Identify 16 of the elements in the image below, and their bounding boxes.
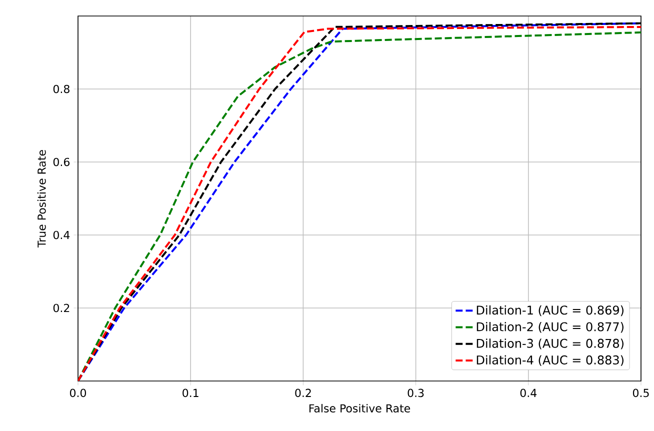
legend-label: Dilation-3 (AUC = 0.878) bbox=[476, 338, 624, 350]
x-tick-label: 0.2 bbox=[295, 388, 311, 398]
x-tick-label: 0.0 bbox=[70, 388, 86, 398]
y-tick-label: 0.6 bbox=[53, 158, 70, 166]
x-tick-label: 0.4 bbox=[520, 388, 537, 398]
y-axis-title: True Positive Rate bbox=[37, 150, 46, 248]
x-tick-label: 0.3 bbox=[408, 388, 424, 398]
legend-label: Dilation-1 (AUC = 0.869) bbox=[476, 305, 624, 316]
x-tick-label: 0.1 bbox=[182, 388, 198, 398]
legend-label: Dilation-2 (AUC = 0.877) bbox=[476, 322, 624, 333]
y-tick-label: 0.8 bbox=[53, 84, 70, 94]
y-tick-label: 0.2 bbox=[53, 304, 70, 312]
y-tick-label: 0.4 bbox=[53, 230, 70, 240]
x-tick-label: 0.5 bbox=[632, 388, 649, 398]
legend-label: Dilation-4 (AUC = 0.883) bbox=[476, 355, 624, 366]
x-axis-title: False Positive Rate bbox=[309, 404, 410, 412]
